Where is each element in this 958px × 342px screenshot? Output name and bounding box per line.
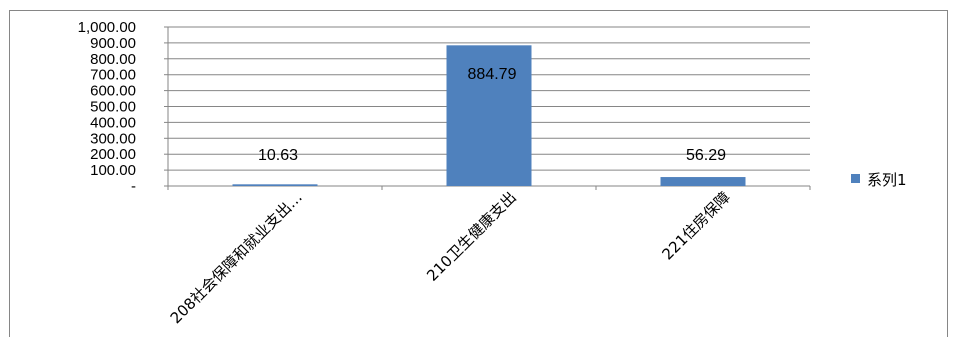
category-label: 210卫生健康支出 (423, 188, 520, 285)
category-label: 221住房保障 (658, 188, 733, 263)
data-label: 10.63 (258, 147, 298, 164)
bar (232, 184, 318, 186)
legend: 系列1 (851, 171, 907, 189)
y-tick-label: 900.00 (90, 35, 136, 52)
y-tick-label: - (131, 178, 136, 195)
category-label: 208社会保障和就业支出… (167, 188, 306, 327)
y-tick-label: 700.00 (90, 67, 136, 84)
bar (660, 177, 746, 186)
data-labels: 10.63 884.79 56.29 (258, 66, 726, 164)
category-labels: 208社会保障和就业支出… 210卫生健康支出 221住房保障 (167, 188, 734, 327)
y-tick-label: 400.00 (90, 114, 136, 131)
legend-swatch (851, 174, 860, 183)
y-tick-label: 800.00 (90, 51, 136, 68)
y-tick-label: 300.00 (90, 130, 136, 147)
legend-label: 系列1 (867, 171, 907, 189)
y-tick-label: 600.00 (90, 83, 136, 100)
y-tick-label: 200.00 (90, 146, 136, 163)
bar (446, 45, 532, 186)
data-label: 56.29 (686, 147, 726, 164)
y-tick-label: 1,000.00 (78, 19, 136, 36)
bars (232, 45, 746, 186)
y-tick-label: 500.00 (90, 99, 136, 116)
y-axis-tick-labels: -100.00200.00300.00400.00500.00600.00700… (78, 19, 136, 195)
data-label: 884.79 (468, 66, 517, 83)
y-tick-label: 100.00 (90, 162, 136, 179)
